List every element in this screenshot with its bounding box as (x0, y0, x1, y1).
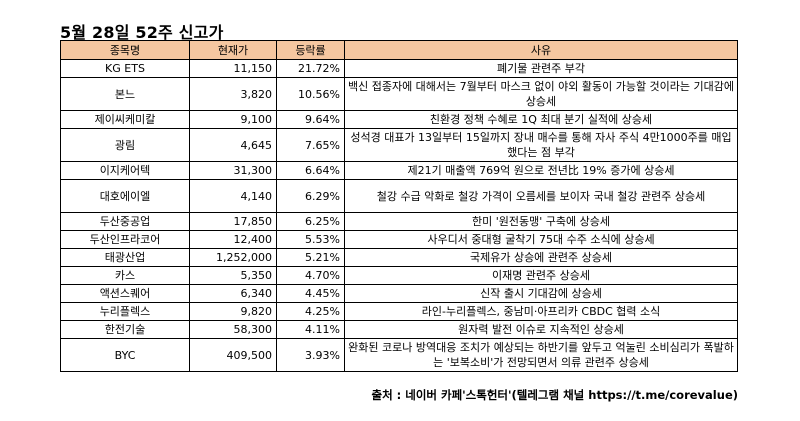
stock-name-cell: 누리플렉스 (60, 302, 190, 321)
table-row: KG ETS 11,150 21.72% 폐기물 관련주 부각 (60, 59, 738, 78)
current-price-cell: 31,300 (189, 161, 277, 180)
header-change-rate: 등락률 (276, 40, 345, 60)
current-price-cell: 4,645 (189, 128, 277, 162)
reason-cell: 한미 '원전동맹' 구축에 상승세 (344, 212, 738, 231)
stock-name-cell: 두산중공업 (60, 212, 190, 231)
table-row: 두산인프라코어 12,400 5.53% 사우디서 중대형 굴착기 75대 수주 소식… (60, 230, 738, 249)
table-row: 두산중공업 17,850 6.25% 한미 '원전동맹' 구축에 상승세 (60, 212, 738, 231)
table-row: 대호에이엘 4,140 6.29% 철강 수급 악화로 철강 가격이 오름세를 보이자… (60, 179, 738, 213)
reason-cell: 백신 접종자에 대해서는 7월부터 마스크 없이 야외 활동이 가능할 것이라는… (344, 77, 738, 111)
table-row: 액션스퀘어 6,340 4.45% 신작 출시 기대감에 상승세 (60, 284, 738, 303)
reason-cell: 원자력 발전 이슈로 지속적인 상승세 (344, 320, 738, 339)
stock-name-cell: 제이씨케미칼 (60, 110, 190, 129)
current-price-cell: 3,820 (189, 77, 277, 111)
stock-name-cell: 본느 (60, 77, 190, 111)
current-price-cell: 5,350 (189, 266, 277, 285)
change-rate-cell: 7.65% (276, 128, 345, 162)
change-rate-cell: 4.25% (276, 302, 345, 321)
table-body: KG ETS 11,150 21.72% 폐기물 관련주 부각 본느 3,820 10.56… (60, 59, 738, 372)
stock-name-cell: 태광산업 (60, 248, 190, 267)
table-row: 이지케어텍 31,300 6.64% 제21기 매출액 769억 원으로 전년比 19… (60, 161, 738, 180)
stock-name-cell: 카스 (60, 266, 190, 285)
table-row: 한전기술 58,300 4.11% 원자력 발전 이슈로 지속적인 상승세 (60, 320, 738, 339)
reason-cell: 철강 수급 악화로 철강 가격이 오름세를 보이자 국내 철강 관련주 상승세 (344, 179, 738, 213)
current-price-cell: 12,400 (189, 230, 277, 249)
current-price-cell: 9,100 (189, 110, 277, 129)
table-row: 본느 3,820 10.56% 백신 접종자에 대해서는 7월부터 마스크 없이 야외… (60, 77, 738, 111)
change-rate-cell: 4.45% (276, 284, 345, 303)
change-rate-cell: 9.64% (276, 110, 345, 129)
page-title: 5월 28일 52주 신고가 (60, 23, 224, 42)
stock-name-cell: 대호에이엘 (60, 179, 190, 213)
reason-cell: 성석경 대표가 13일부터 15일까지 장내 매수를 통해 자사 주식 4만10… (344, 128, 738, 162)
change-rate-cell: 6.64% (276, 161, 345, 180)
reason-cell: 신작 출시 기대감에 상승세 (344, 284, 738, 303)
current-price-cell: 1,252,000 (189, 248, 277, 267)
stock-name-cell: 두산인프라코어 (60, 230, 190, 249)
header-reason: 사유 (344, 40, 738, 60)
change-rate-cell: 6.25% (276, 212, 345, 231)
reason-cell: 친환경 정책 수혜로 1Q 최대 분기 실적에 상승세 (344, 110, 738, 129)
header-stock-name: 종목명 (60, 40, 190, 60)
reason-cell: 완화된 코로나 방역대응 조치가 예상되는 하반기를 앞두고 억눌린 소비심리가… (344, 338, 738, 372)
stock-name-cell: 이지케어텍 (60, 161, 190, 180)
stock-name-cell: 한전기술 (60, 320, 190, 339)
current-price-cell: 17,850 (189, 212, 277, 231)
table-row: 제이씨케미칼 9,100 9.64% 친환경 정책 수혜로 1Q 최대 분기 실적에 … (60, 110, 738, 129)
change-rate-cell: 4.70% (276, 266, 345, 285)
table-row: BYC 409,500 3.93% 완화된 코로나 방역대응 조치가 예상되는 하반기… (60, 338, 738, 372)
stock-name-cell: 광림 (60, 128, 190, 162)
current-price-cell: 4,140 (189, 179, 277, 213)
stock-name-cell: 액션스퀘어 (60, 284, 190, 303)
current-price-cell: 58,300 (189, 320, 277, 339)
table-row: 카스 5,350 4.70% 이재명 관련주 상승세 (60, 266, 738, 285)
change-rate-cell: 4.11% (276, 320, 345, 339)
change-rate-cell: 21.72% (276, 59, 345, 78)
reason-cell: 폐기물 관련주 부각 (344, 59, 738, 78)
current-price-cell: 6,340 (189, 284, 277, 303)
reason-cell: 이재명 관련주 상승세 (344, 266, 738, 285)
current-price-cell: 11,150 (189, 59, 277, 78)
change-rate-cell: 10.56% (276, 77, 345, 111)
change-rate-cell: 5.53% (276, 230, 345, 249)
change-rate-cell: 3.93% (276, 338, 345, 372)
reason-cell: 국제유가 상승에 관련주 상승세 (344, 248, 738, 267)
change-rate-cell: 6.29% (276, 179, 345, 213)
reason-cell: 제21기 매출액 769억 원으로 전년比 19% 증가에 상승세 (344, 161, 738, 180)
change-rate-cell: 5.21% (276, 248, 345, 267)
table-row: 광림 4,645 7.65% 성석경 대표가 13일부터 15일까지 장내 매수를 통… (60, 128, 738, 162)
stock-name-cell: KG ETS (60, 59, 190, 78)
source-note: 출처 : 네이버 카페'스톡헌터'(텔레그램 채널 https://t.me/c… (371, 388, 738, 402)
table-header-row: 종목명 현재가 등락률 사유 (60, 40, 738, 60)
current-price-cell: 9,820 (189, 302, 277, 321)
stock-name-cell: BYC (60, 338, 190, 372)
table-row: 태광산업 1,252,000 5.21% 국제유가 상승에 관련주 상승세 (60, 248, 738, 267)
reason-cell: 사우디서 중대형 굴착기 75대 수주 소식에 상승세 (344, 230, 738, 249)
table-row: 누리플렉스 9,820 4.25% 라인-누리플렉스, 중남미·아프리카 CBDC 협… (60, 302, 738, 321)
stock-table: 종목명 현재가 등락률 사유 KG ETS 11,150 21.72% 폐기물 관련주… (60, 40, 738, 372)
current-price-cell: 409,500 (189, 338, 277, 372)
header-current-price: 현재가 (189, 40, 277, 60)
reason-cell: 라인-누리플렉스, 중남미·아프리카 CBDC 협력 소식 (344, 302, 738, 321)
